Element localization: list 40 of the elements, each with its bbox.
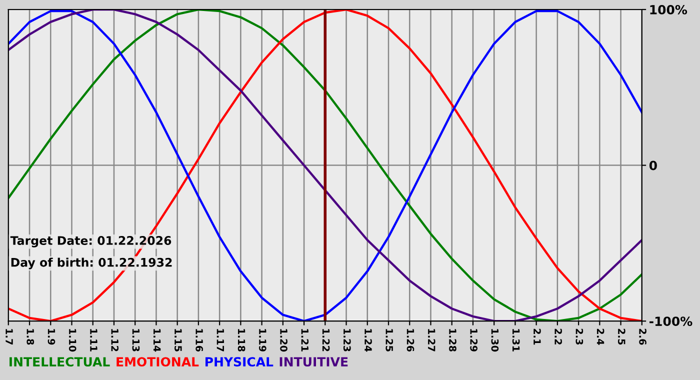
x-tick-label: 1.21 [301,329,309,352]
x-tick-label: 2.4 [596,328,604,345]
x-tick-label: 1.10 [68,329,76,352]
x-tick-label: 1.27 [428,329,436,352]
x-tick-label: 1.17 [216,329,224,352]
x-tick-label: 1.15 [174,329,182,352]
x-tick-label: 1.12 [111,329,119,352]
x-tick-label: 1.18 [238,329,246,352]
x-tick-label: 2.5 [618,328,626,345]
x-tick-label: 1.20 [280,329,288,352]
text: EMOTIONAL [116,357,199,367]
x-tick-label: 2.3 [576,328,584,344]
annotation: Day of birth: 01.22.1932 [11,258,172,270]
x-tick-label: 1.24 [364,329,372,352]
x-tick-label: 2.2 [554,328,562,344]
x-tick-label: 1.28 [449,329,456,352]
x-tick-label: 1.23 [343,329,351,352]
x-tick-label: 2.6 [639,328,646,345]
x-tick-label: 1.31 [512,329,520,352]
y-tick-label: 0 [649,160,657,170]
x-tick-label: 1.22 [322,329,330,352]
annotation: Target Date: 01.22.2026 [10,236,172,248]
text: INTELLECTUAL [10,357,110,367]
x-tick-label: 1.30 [491,329,499,352]
y-tick-label: -100% [650,316,692,326]
text: INTUITIVE [280,357,348,367]
x-tick-label: 1.19 [258,329,266,352]
x-tick-label: 1.14 [154,329,161,352]
x-tick-label: 1.26 [406,329,414,352]
x-tick-label: 1.13 [132,329,140,352]
x-tick-label: 1.16 [196,329,203,352]
x-tick-label: 1.9 [48,329,56,345]
x-tick-label: 1.11 [90,329,98,352]
y-tick-label: 100% [650,4,688,14]
x-tick-label: 1.7 [6,329,13,344]
x-tick-label: 2.1 [534,328,541,345]
text: PHYSICAL [206,357,274,367]
x-tick-label: 1.8 [26,329,34,345]
x-tick-label: 1.29 [470,329,478,352]
x-tick-label: 1.25 [386,329,394,352]
